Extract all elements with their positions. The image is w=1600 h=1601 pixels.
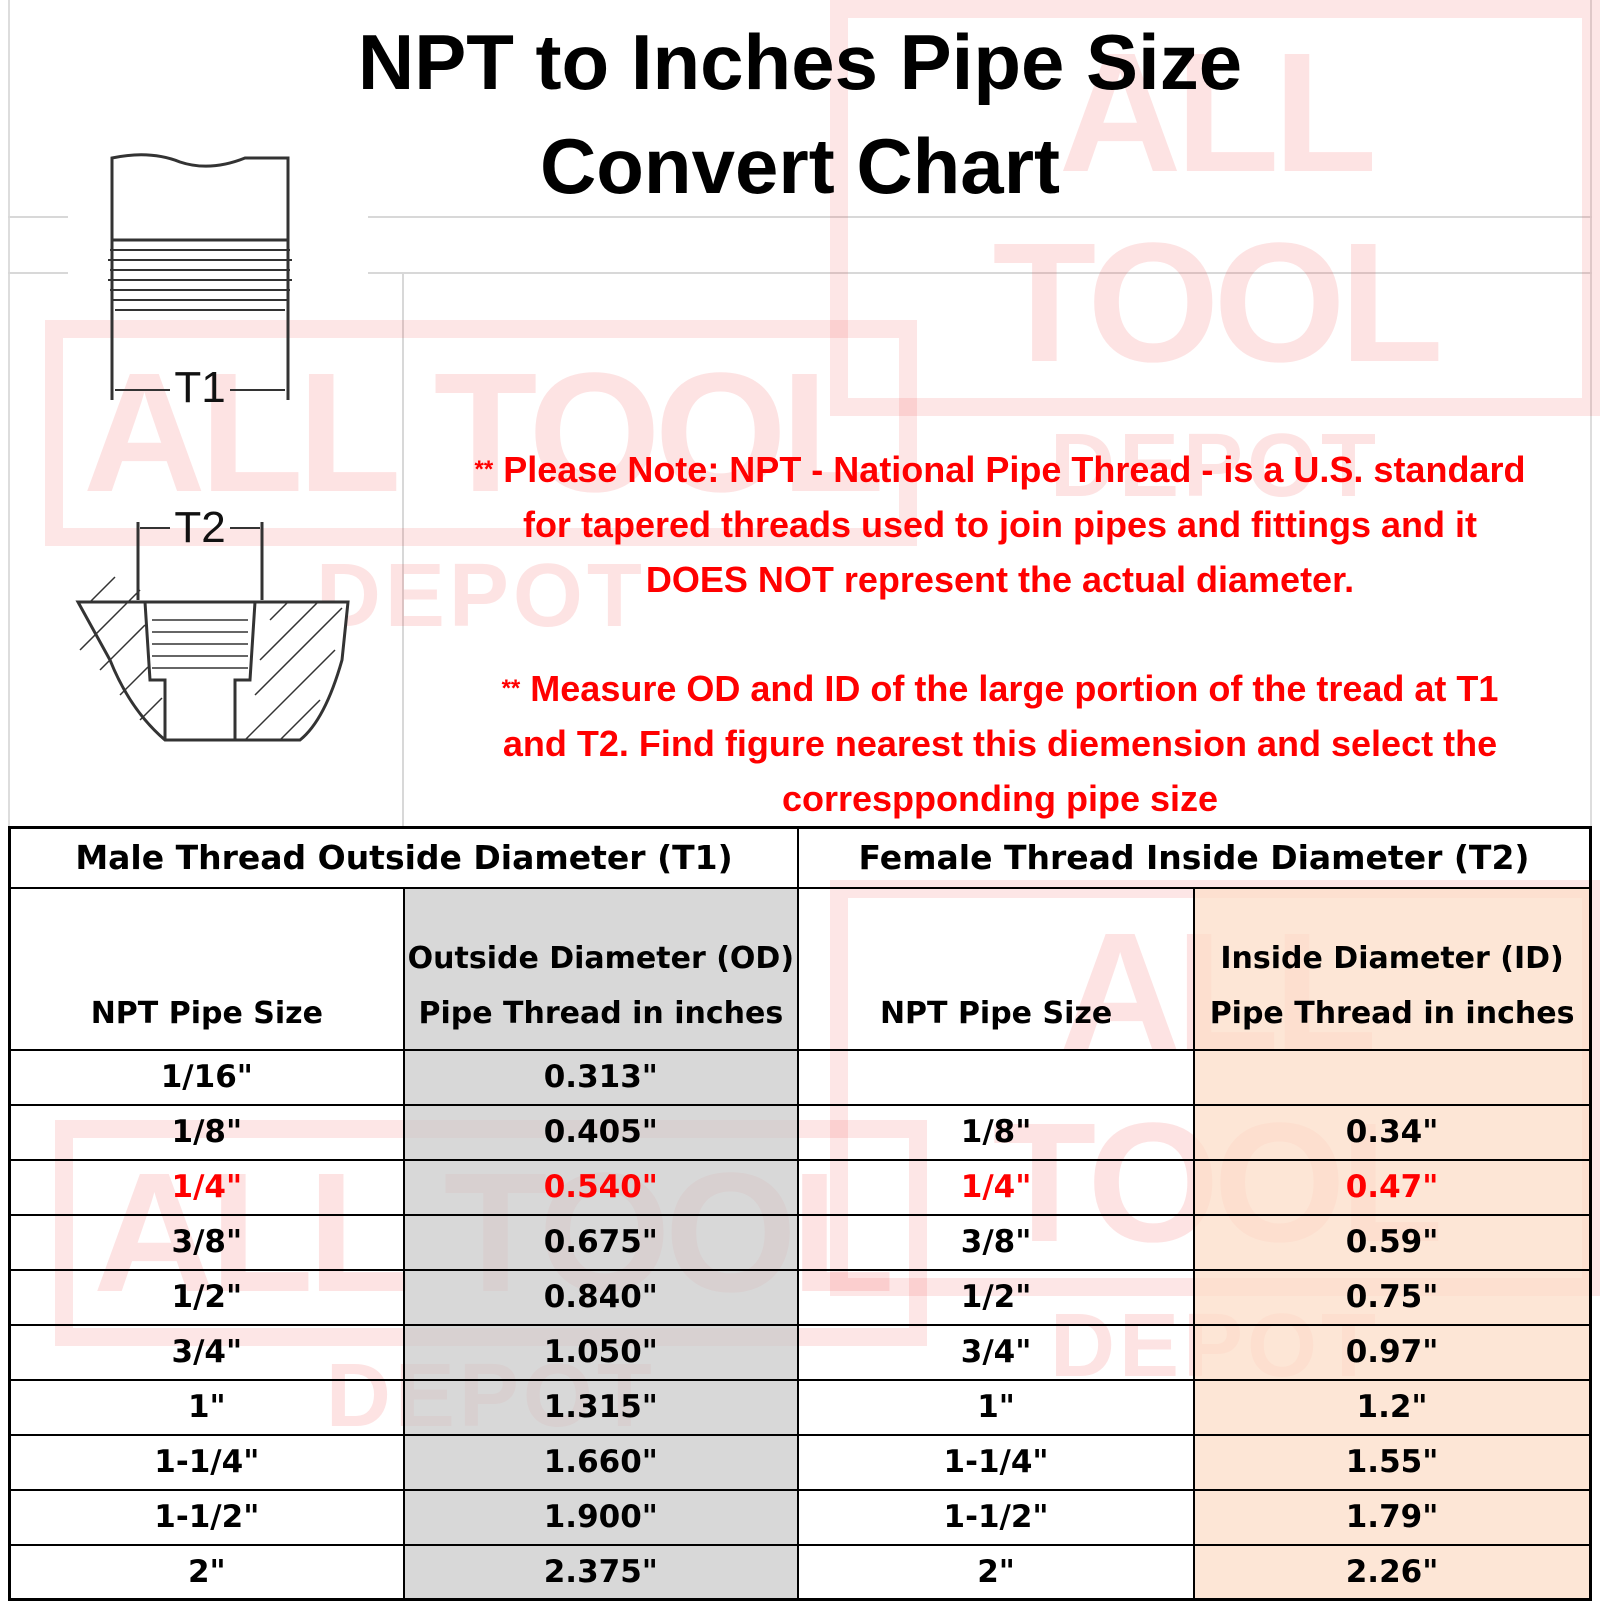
- cell-od: 0.675": [402, 1213, 800, 1271]
- column-header-npt-male: NPT Pipe Size: [8, 886, 405, 1051]
- note-line: and T2. Find figure nearest this diemens…: [502, 723, 1498, 764]
- table-row: 1/16" 0.313": [8, 1048, 1592, 1106]
- grid-line: [8, 216, 68, 218]
- table-row: 1/4" 0.540" 1/4" 0.47": [8, 1158, 1592, 1216]
- cell-od: 1.660": [402, 1433, 800, 1491]
- cell-od: 1.900": [402, 1488, 800, 1546]
- cell-npt-male: 1-1/4": [8, 1433, 405, 1491]
- male-thread-header: Male Thread Outside Diameter (T1): [8, 826, 800, 889]
- cell-npt-male: 3/4": [8, 1323, 405, 1381]
- column-header-npt-female: NPT Pipe Size: [797, 886, 1196, 1051]
- table-row: 3/4" 1.050" 3/4" 0.97": [8, 1323, 1592, 1381]
- t1-label: T1: [174, 363, 225, 412]
- cell-npt-male: 1/16": [8, 1048, 405, 1106]
- cell-id: 2.26": [1193, 1543, 1592, 1601]
- npt-thread-diagram: T1 T2: [75, 153, 350, 742]
- note-line: Measure OD and ID of the large portion o…: [530, 668, 1499, 709]
- title-line-1: NPT to Inches Pipe Size: [357, 18, 1243, 106]
- page-title: NPT to Inches Pipe Size Convert Chart: [320, 10, 1280, 218]
- cell-id: [1193, 1048, 1592, 1106]
- column-header-od: Outside Diameter (OD) Pipe Thread in inch…: [402, 886, 800, 1051]
- cell-od: 0.540": [402, 1158, 800, 1216]
- grid-line: [368, 216, 1592, 218]
- table-row: 1/2" 0.840" 1/2" 0.75": [8, 1268, 1592, 1326]
- note-measure-instructions: ** Measure OD and ID of the large portio…: [405, 661, 1595, 826]
- cell-id: 0.97": [1193, 1323, 1592, 1381]
- cell-npt-male: 1/2": [8, 1268, 405, 1326]
- cell-id: 0.75": [1193, 1268, 1592, 1326]
- table-row: 1-1/4" 1.660" 1-1/4" 1.55": [8, 1433, 1592, 1491]
- page-frame: [8, 0, 1592, 1600]
- cell-npt-male: 1/8": [8, 1103, 405, 1161]
- cell-npt-male: 3/8": [8, 1213, 405, 1271]
- cell-npt-female: 1-1/4": [797, 1433, 1196, 1491]
- note-line: correspponding pipe size: [781, 778, 1219, 819]
- grid-line: [402, 272, 404, 826]
- cell-id: 1.2": [1193, 1378, 1592, 1436]
- note-stars: **: [474, 456, 494, 483]
- cell-npt-female: 1": [797, 1378, 1196, 1436]
- cell-id: 0.47": [1193, 1158, 1592, 1216]
- cell-npt-female: 1/2": [797, 1268, 1196, 1326]
- note-line: for tapered threads used to join pipes a…: [522, 504, 1478, 545]
- cell-od: 0.840": [402, 1268, 800, 1326]
- cell-npt-female: 1/8": [797, 1103, 1196, 1161]
- table-row: 1/8" 0.405" 1/8" 0.34": [8, 1103, 1592, 1161]
- cell-npt-male: 1": [8, 1378, 405, 1436]
- cell-od: 2.375": [402, 1543, 800, 1601]
- table-row: 1-1/2" 1.900" 1-1/2" 1.79": [8, 1488, 1592, 1546]
- cell-npt-female: 1-1/2": [797, 1488, 1196, 1546]
- note-line: Please Note: NPT - National Pipe Thread …: [503, 449, 1526, 490]
- table-row: 3/8" 0.675" 3/8" 0.59": [8, 1213, 1592, 1271]
- cell-npt-female: [797, 1048, 1196, 1106]
- cell-od: 0.313": [402, 1048, 800, 1106]
- cell-npt-male: 1/4": [8, 1158, 405, 1216]
- cell-id: 1.55": [1193, 1433, 1592, 1491]
- t2-label: T2: [174, 503, 225, 552]
- cell-npt-female: 1/4": [797, 1158, 1196, 1216]
- cell-npt-male: 1-1/2": [8, 1488, 405, 1546]
- grid-line: [368, 272, 1592, 274]
- cell-id: 1.79": [1193, 1488, 1592, 1546]
- cell-id: 0.34": [1193, 1103, 1592, 1161]
- column-header-id: Inside Diameter (ID) Pipe Thread in inche…: [1193, 886, 1592, 1051]
- cell-npt-male: 2": [8, 1543, 405, 1601]
- female-thread-header: Female Thread Inside Diameter (T2): [797, 826, 1592, 889]
- table-row: 2" 2.375" 2" 2.26": [8, 1543, 1592, 1601]
- cell-id: 0.59": [1193, 1213, 1592, 1271]
- npt-conversion-table: Male Thread Outside Diameter (T1) Female…: [8, 826, 1592, 1601]
- title-line-2: Convert Chart: [539, 122, 1061, 210]
- table-row: 1" 1.315" 1" 1.2": [8, 1378, 1592, 1436]
- cell-npt-female: 2": [797, 1543, 1196, 1601]
- note-npt-definition: ** Please Note: NPT - National Pipe Thre…: [405, 442, 1595, 607]
- cell-od: 0.405": [402, 1103, 800, 1161]
- cell-npt-female: 3/8": [797, 1213, 1196, 1271]
- cell-npt-female: 3/4": [797, 1323, 1196, 1381]
- grid-line: [8, 272, 68, 274]
- note-line: DOES NOT represent the actual diameter.: [645, 559, 1355, 600]
- note-stars: **: [501, 675, 521, 702]
- cell-od: 1.315": [402, 1378, 800, 1436]
- cell-od: 1.050": [402, 1323, 800, 1381]
